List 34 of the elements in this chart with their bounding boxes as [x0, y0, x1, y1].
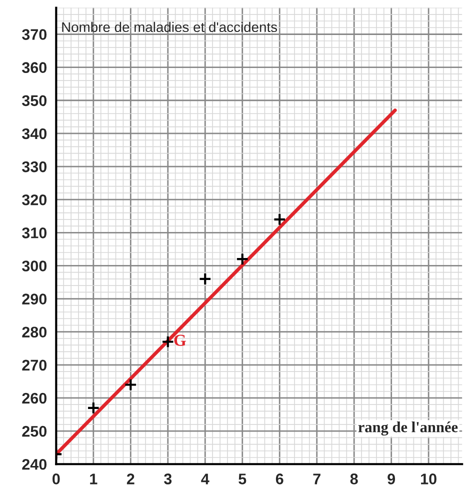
y-axis-title: Nombre de maladies et d'accidents: [62, 22, 278, 32]
y-tick-label: 310: [22, 228, 47, 238]
x-tick-label: 3: [164, 474, 172, 484]
x-tick-label: 4: [201, 474, 210, 484]
x-tick-label: 1: [90, 474, 98, 484]
point: [124, 378, 138, 392]
x-tick-label: 0: [52, 474, 60, 484]
point: [161, 335, 174, 348]
x-tick-label: 2: [126, 474, 134, 484]
x-tick-label: 7: [313, 474, 320, 484]
annotation: G: [174, 334, 186, 346]
y-tick-label: 340: [22, 128, 47, 140]
y-tick-label: 330: [22, 161, 47, 172]
y-tick-label: 250: [22, 426, 47, 437]
x-tick-label: 6: [276, 474, 284, 484]
x-tick-label: 9: [388, 474, 396, 484]
y-tick-label: 240: [22, 458, 47, 470]
point: [86, 401, 100, 414]
point: [198, 272, 212, 286]
y-tick-label: 350: [22, 95, 47, 106]
y-tick-label: 270: [22, 360, 47, 371]
y-tick-label: 360: [22, 62, 47, 74]
x-tick-label: 10: [421, 474, 436, 484]
x-tick-label: 8: [350, 474, 358, 484]
x-tick-label: 5: [238, 474, 246, 484]
y-tick-label: 320: [22, 194, 47, 206]
x-axis-title: rang de l'année: [358, 422, 458, 436]
point: [236, 252, 249, 266]
point: [273, 212, 286, 226]
y-tick-label: 280: [22, 326, 47, 338]
y-tick-label: 370: [22, 29, 47, 40]
y-tick-label: 300: [22, 260, 47, 272]
y-tick-label: 290: [22, 294, 47, 304]
y-tick-label: 260: [22, 392, 47, 404]
